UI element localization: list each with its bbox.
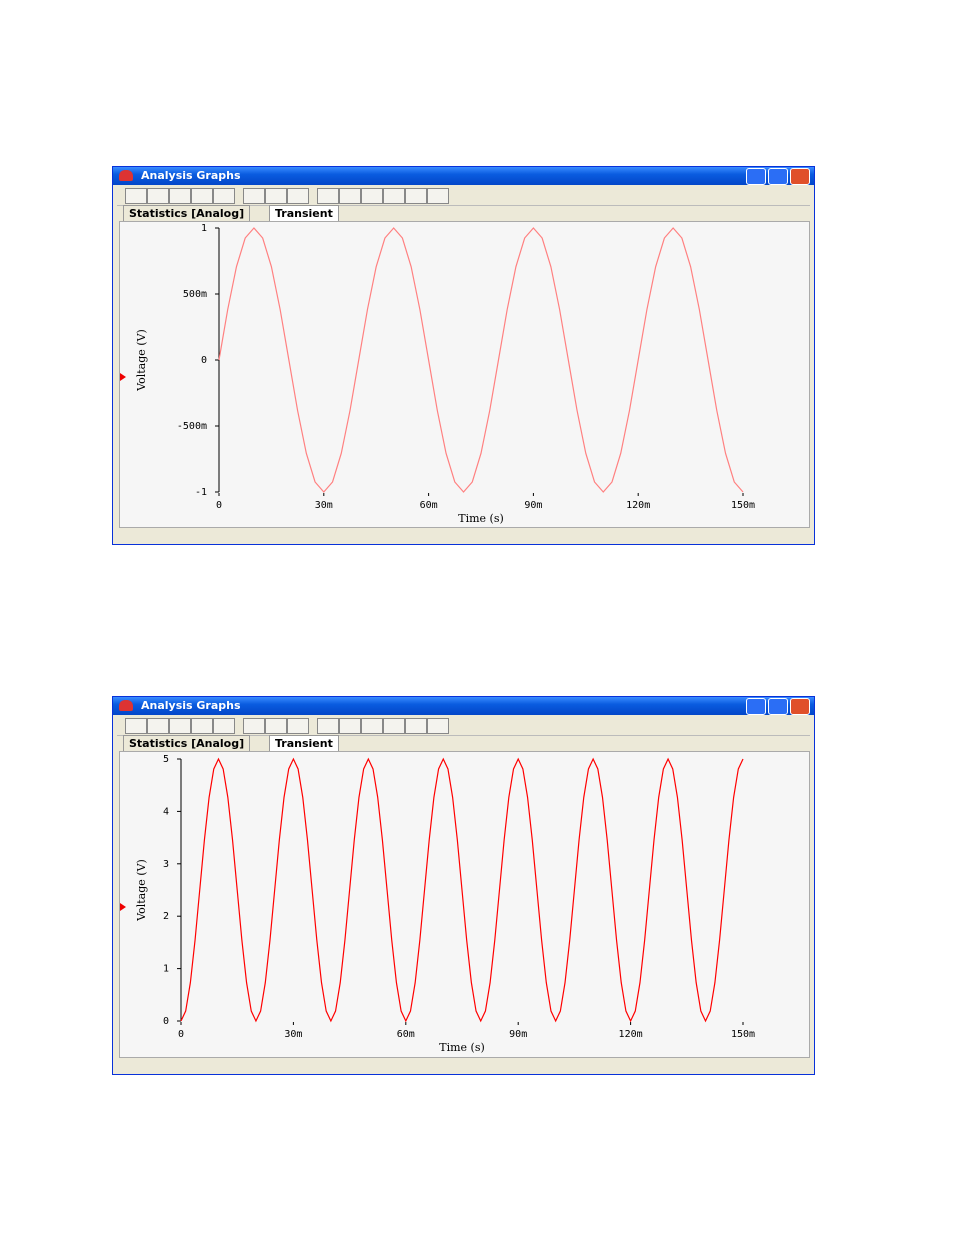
toolbar-button[interactable] xyxy=(317,718,339,734)
toolbar-button[interactable] xyxy=(361,188,383,204)
signal-line xyxy=(218,227,744,493)
toolbar-button[interactable] xyxy=(147,718,169,734)
toolbar-button[interactable] xyxy=(147,188,169,204)
tab[interactable]: Statistics [Analog] xyxy=(123,735,251,751)
toolbar-button[interactable] xyxy=(287,188,309,204)
toolbar-button[interactable] xyxy=(383,718,405,734)
y-tick-label: 4 xyxy=(163,806,169,817)
toolbar-button[interactable] xyxy=(125,188,147,204)
toolbar-button[interactable] xyxy=(169,188,191,204)
toolbar-button[interactable] xyxy=(191,188,213,204)
toolbar-button[interactable] xyxy=(427,188,449,204)
tab-strip: Statistics [Analog] Transient xyxy=(119,205,808,221)
minimize-button[interactable] xyxy=(746,168,766,185)
toolbar-button[interactable] xyxy=(265,718,287,734)
signal-line xyxy=(180,757,744,1023)
toolbar-button[interactable] xyxy=(169,718,191,734)
toolbar-button[interactable] xyxy=(405,188,427,204)
x-tick-label: 30m xyxy=(315,500,333,511)
window-title: Analysis Graphs xyxy=(141,699,241,712)
y-tick-label: 0 xyxy=(201,355,207,366)
x-tick-label: 60m xyxy=(397,1029,415,1040)
title-bar: Analysis Graphs xyxy=(113,697,814,715)
y-tick-label: 0 xyxy=(163,1016,169,1027)
y-tick-label: 2 xyxy=(163,911,169,922)
y-tick-label: 5 xyxy=(163,754,169,765)
x-tick-label: 150m xyxy=(731,1029,755,1040)
toolbar-button[interactable] xyxy=(287,718,309,734)
x-tick-label: 120m xyxy=(626,500,650,511)
toolbar-button[interactable] xyxy=(265,188,287,204)
tab[interactable]: Transient xyxy=(269,205,339,221)
title-bar: Analysis Graphs xyxy=(113,167,814,185)
x-tick-label: 0 xyxy=(178,1029,184,1040)
cursor-marker xyxy=(120,373,126,381)
y-tick-label: 500m xyxy=(183,289,207,300)
toolbar-button[interactable] xyxy=(405,718,427,734)
y-axis-label: Voltage (V) xyxy=(135,329,148,392)
y-tick-label: 3 xyxy=(163,859,169,870)
plot-area: -1 -500m 0 500m 1 0 30m 60m 90m 120m 150m Time (s) V… xyxy=(119,221,810,528)
minimize-button[interactable] xyxy=(746,698,766,715)
x-tick-label: 120m xyxy=(619,1029,643,1040)
x-axis-label: Time (s) xyxy=(439,1041,485,1054)
tab[interactable]: Statistics [Analog] xyxy=(123,205,251,221)
toolbar-button[interactable] xyxy=(339,718,361,734)
toolbar-button[interactable] xyxy=(213,718,235,734)
y-tick-label: 1 xyxy=(201,223,207,234)
window-title: Analysis Graphs xyxy=(141,169,241,182)
toolbar-button[interactable] xyxy=(317,188,339,204)
tab-strip: Statistics [Analog] Transient xyxy=(119,735,808,751)
maximize-button[interactable] xyxy=(768,168,788,185)
maximize-button[interactable] xyxy=(768,698,788,715)
y-tick-label: -500m xyxy=(177,421,207,432)
toolbar-button[interactable] xyxy=(339,188,361,204)
toolbar-button[interactable] xyxy=(243,188,265,204)
app-icon xyxy=(119,170,133,181)
x-axis-label: Time (s) xyxy=(458,512,504,525)
chart: -1 -500m 0 500m 1 0 30m 60m 90m 120m 150m Time (s) V… xyxy=(135,223,755,525)
y-axis-label: Voltage (V) xyxy=(135,859,148,922)
close-button[interactable] xyxy=(790,168,810,185)
x-tick-label: 60m xyxy=(420,500,438,511)
toolbar-button[interactable] xyxy=(125,718,147,734)
toolbar-button[interactable] xyxy=(191,718,213,734)
close-button[interactable] xyxy=(790,698,810,715)
x-tick-label: 90m xyxy=(509,1029,527,1040)
chart: 0 1 2 3 4 5 0 30m 60m 90m 120m 150m Time (s) Voltage … xyxy=(135,754,755,1054)
plot-area: 0 1 2 3 4 5 0 30m 60m 90m 120m 150m Time (s) Voltage … xyxy=(119,751,810,1058)
window: Analysis Graphs Statistics [Analog] Tran… xyxy=(112,166,815,545)
cursor-marker xyxy=(120,903,126,911)
tab[interactable]: Transient xyxy=(269,735,339,751)
toolbar-button[interactable] xyxy=(361,718,383,734)
toolbar-button[interactable] xyxy=(243,718,265,734)
y-tick-label: 1 xyxy=(163,964,169,975)
x-tick-label: 90m xyxy=(524,500,542,511)
toolbar-button[interactable] xyxy=(427,718,449,734)
x-tick-label: 150m xyxy=(731,500,755,511)
x-tick-label: 30m xyxy=(284,1029,302,1040)
y-tick-label: -1 xyxy=(195,487,207,498)
toolbar xyxy=(117,716,810,736)
toolbar-button[interactable] xyxy=(383,188,405,204)
window: Analysis Graphs Statistics [Analog] Tran… xyxy=(112,696,815,1075)
x-tick-label: 0 xyxy=(216,500,222,511)
toolbar xyxy=(117,186,810,206)
app-icon xyxy=(119,700,133,711)
toolbar-button[interactable] xyxy=(213,188,235,204)
